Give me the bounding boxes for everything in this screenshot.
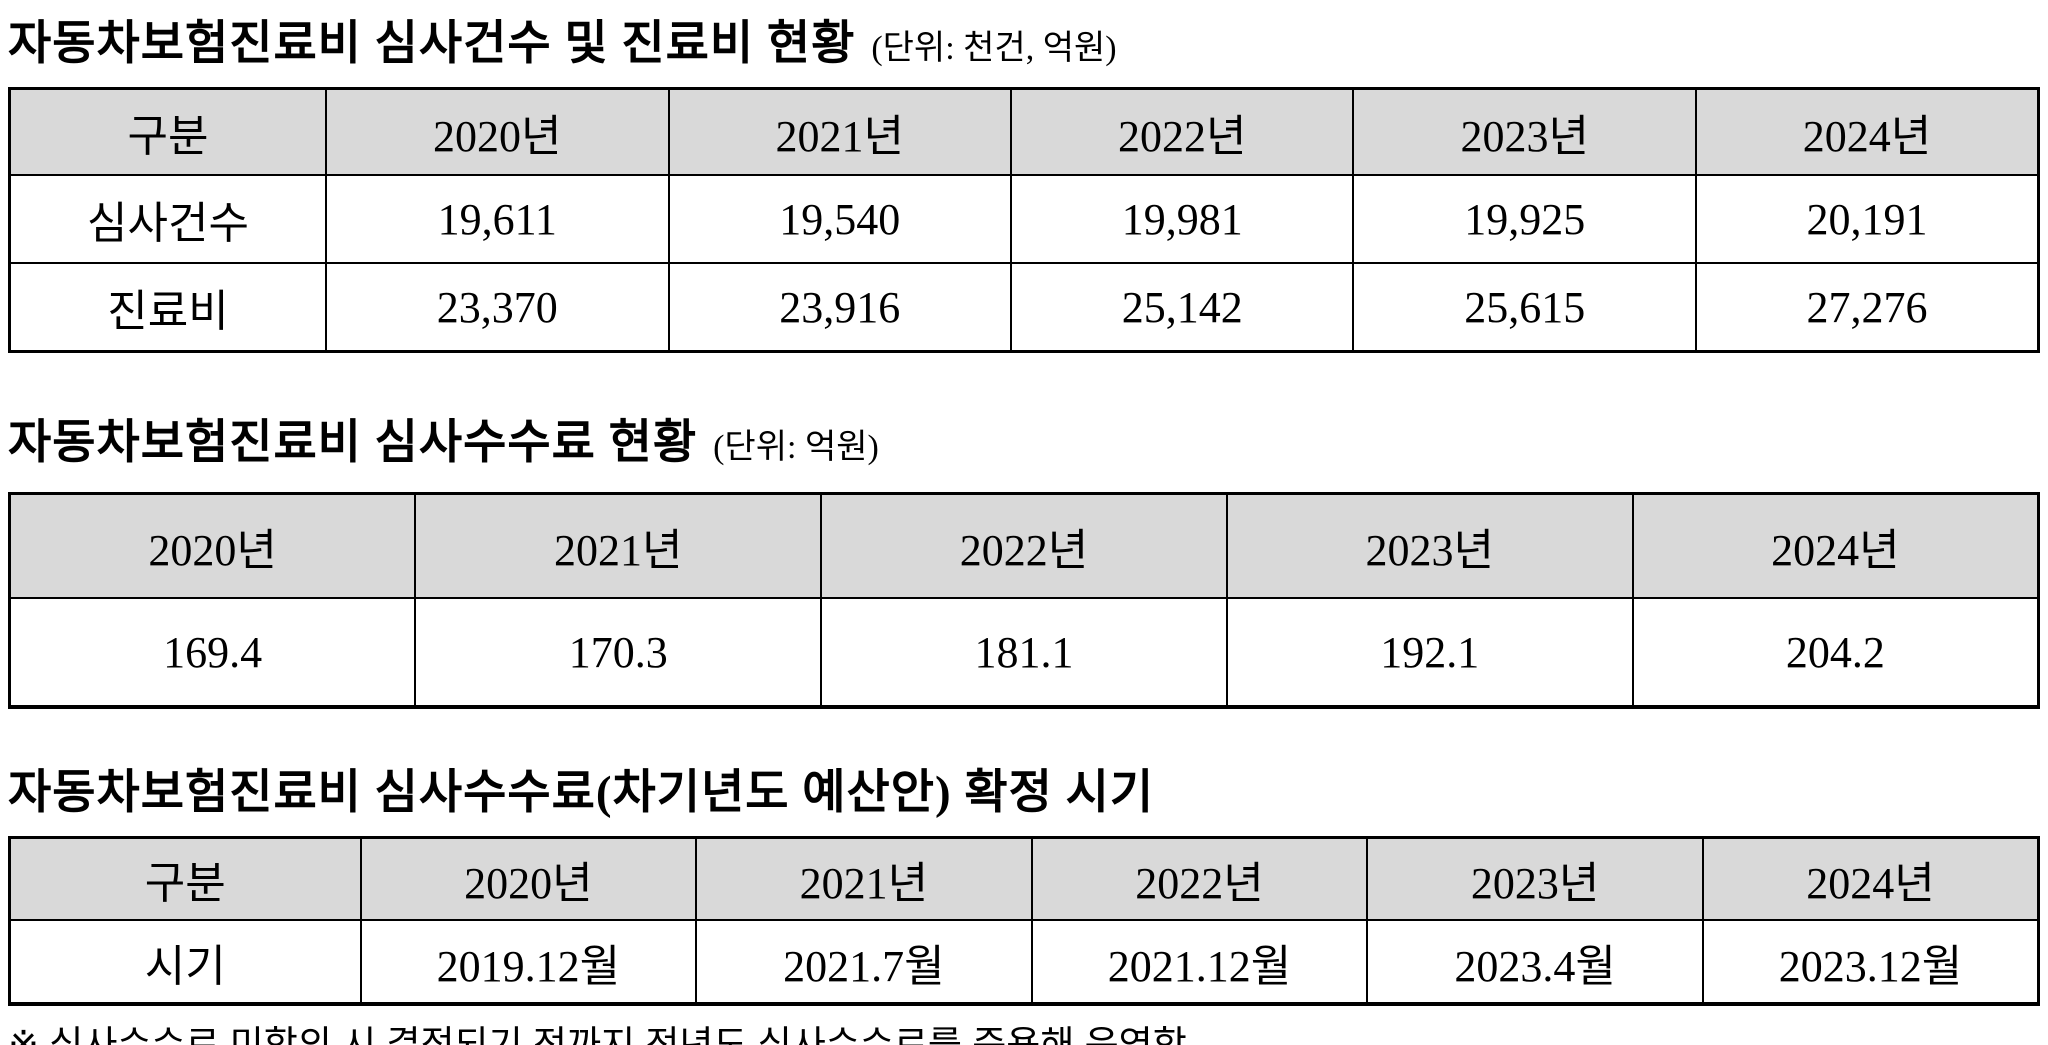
cell-value: 23,916 xyxy=(667,262,1012,353)
cell-value: 20,191 xyxy=(1694,174,2040,264)
cell-value: 2021.7월 xyxy=(695,919,1033,1005)
table-header-row: 구분 2020년 2021년 2022년 2023년 2024년 xyxy=(8,836,2040,921)
table-row-medical-fee: 진료비 23,370 23,916 25,142 25,615 27,276 xyxy=(8,262,2040,353)
commission-confirmation-timing-table: 구분 2020년 2021년 2022년 2023년 2024년 시기 2019… xyxy=(8,836,2040,1006)
review-count-and-fee-table: 구분 2020년 2021년 2022년 2023년 2024년 심사건수 19… xyxy=(8,87,2040,353)
section1-title-line: 자동차보험진료비 심사건수 및 진료비 현황 (단위: 천건, 억원) xyxy=(8,0,2040,73)
table-row-review-count: 심사건수 19,611 19,540 19,981 19,925 20,191 xyxy=(8,174,2040,264)
table-header-row: 2020년 2021년 2022년 2023년 2024년 xyxy=(8,492,2040,599)
column-header-2022: 2022년 xyxy=(1030,836,1369,921)
column-header-2021: 2021년 xyxy=(667,87,1012,176)
column-header-2023: 2023년 xyxy=(1352,87,1697,176)
column-header-2023: 2023년 xyxy=(1366,836,1704,921)
table-row-commission-values: 169.4 170.3 181.1 192.1 204.2 xyxy=(8,597,2040,708)
cell-value: 2023.4월 xyxy=(1366,919,1704,1005)
cell-value: 19,981 xyxy=(1009,174,1355,264)
section2-title: 자동차보험진료비 심사수수료 현황 xyxy=(8,417,698,469)
row-label: 시기 xyxy=(8,919,362,1005)
cell-value: 2021.12월 xyxy=(1030,919,1369,1005)
section2-title-line: 자동차보험진료비 심사수수료 현황 (단위: 억원) xyxy=(8,403,2040,472)
column-header-2022: 2022년 xyxy=(820,492,1228,599)
column-header-2024: 2024년 xyxy=(1701,836,2040,921)
row-label: 진료비 xyxy=(8,262,328,353)
cell-value: 27,276 xyxy=(1694,262,2040,353)
section1-title: 자동차보험진료비 심사건수 및 진료비 현황 xyxy=(8,18,856,70)
review-commission-table: 2020년 2021년 2022년 2023년 2024년 169.4 170.… xyxy=(8,492,2040,709)
column-header-gubun: 구분 xyxy=(8,87,328,176)
column-header-2022: 2022년 xyxy=(1009,87,1355,176)
cell-value: 181.1 xyxy=(820,597,1228,708)
column-header-2023: 2023년 xyxy=(1225,492,1634,599)
column-header-gubun: 구분 xyxy=(8,836,362,921)
section3-title: 자동차보험진료비 심사수수료(차기년도 예산안) 확정 시기 xyxy=(8,767,1155,819)
section3-title-line: 자동차보험진료비 심사수수료(차기년도 예산안) 확정 시기 xyxy=(8,753,2040,822)
column-header-2021: 2021년 xyxy=(414,492,823,599)
row-label: 심사건수 xyxy=(8,174,328,264)
section2-unit-label: (단위: 억원) xyxy=(713,429,879,466)
cell-value: 2023.12월 xyxy=(1701,919,2040,1005)
table-row-timing: 시기 2019.12월 2021.7월 2021.12월 2023.4월 202… xyxy=(8,919,2040,1005)
footnote-text: ※ 심사수수료 미합의 시 결정되기 전까지 전년도 심사수수료를 준용해 운영… xyxy=(8,1024,1198,1045)
column-header-2020: 2020년 xyxy=(8,492,417,599)
cell-value: 2019.12월 xyxy=(359,919,698,1005)
cell-value: 170.3 xyxy=(414,597,823,708)
cell-value: 169.4 xyxy=(8,597,417,708)
cell-value: 19,540 xyxy=(667,174,1012,264)
cell-value: 25,142 xyxy=(1009,262,1355,353)
cell-value: 19,611 xyxy=(325,174,670,264)
column-header-2024: 2024년 xyxy=(1694,87,2040,176)
table-header-row: 구분 2020년 2021년 2022년 2023년 2024년 xyxy=(8,87,2040,176)
column-header-2021: 2021년 xyxy=(695,836,1033,921)
cell-value: 19,925 xyxy=(1352,174,1697,264)
cell-value: 204.2 xyxy=(1631,597,2040,708)
column-header-2024: 2024년 xyxy=(1631,492,2040,599)
column-header-2020: 2020년 xyxy=(325,87,670,176)
section1-unit-label: (단위: 천건, 억원) xyxy=(871,30,1117,67)
cell-value: 25,615 xyxy=(1352,262,1697,353)
cell-value: 192.1 xyxy=(1225,597,1634,708)
cell-value: 23,370 xyxy=(325,262,670,353)
column-header-2020: 2020년 xyxy=(359,836,698,921)
